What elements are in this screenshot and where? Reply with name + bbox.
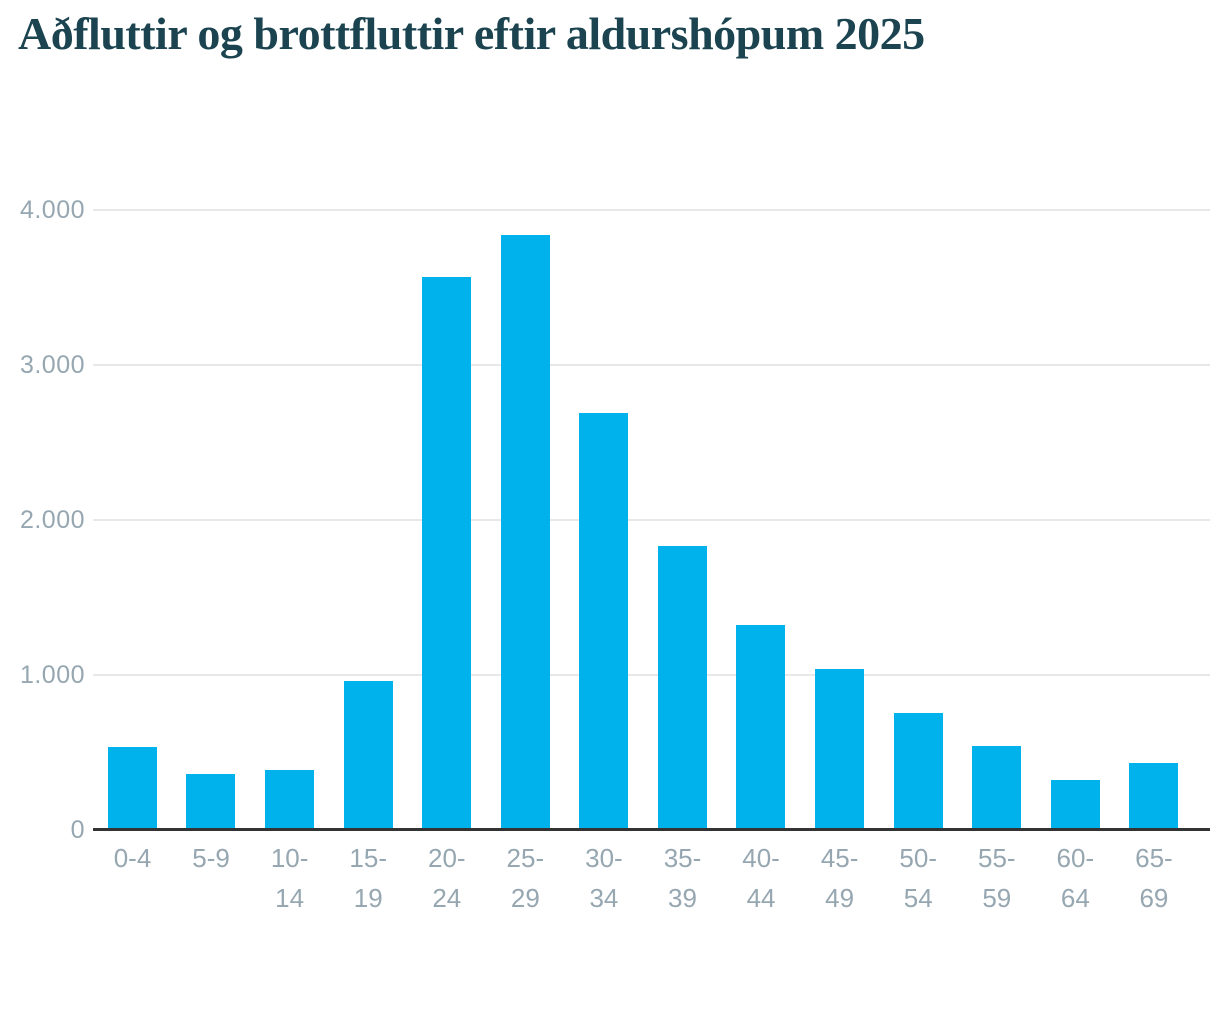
x-axis-tick-label-20-24: 20- 24: [427, 843, 466, 913]
x-axis-tick-label-30-34: 30- 34: [585, 843, 623, 913]
gridline-2000: [93, 519, 1210, 521]
x-axis-tick-label-45-49: 45- 49: [820, 843, 859, 913]
x-axis-tick-label-15-19: 15- 19: [349, 843, 387, 913]
x-axis-tick-label-0-4: 0-4: [113, 843, 152, 873]
chart-title: Aðfluttir og brottfluttir eftir aldurshó…: [18, 8, 925, 59]
bar-40-44[interactable]: [736, 625, 786, 830]
bar-35-39[interactable]: [657, 545, 707, 830]
x-axis-tick-label-65-69: 65- 69: [1135, 843, 1173, 913]
bar-65-69[interactable]: [1129, 763, 1179, 830]
bar-0-4[interactable]: [107, 747, 157, 830]
gridline-3000: [93, 364, 1210, 366]
x-axis-tick-label-10-14: 10- 14: [270, 843, 309, 913]
gridline-4000: [93, 209, 1210, 211]
bar-50-54[interactable]: [893, 712, 943, 830]
bar-15-19[interactable]: [343, 681, 393, 830]
bar-10-14[interactable]: [264, 770, 314, 830]
y-axis-tick-label: 1.000: [19, 661, 85, 689]
bar-30-34[interactable]: [579, 413, 629, 830]
bar-55-59[interactable]: [972, 745, 1022, 830]
x-axis-line: [93, 828, 1210, 831]
bar-60-64[interactable]: [1050, 779, 1100, 830]
y-axis-tick-label: 2.000: [19, 506, 85, 534]
y-axis-tick-label: 4.000: [19, 196, 85, 224]
x-axis-tick-label-5-9: 5-9: [192, 843, 230, 873]
x-axis-tick-label-60-64: 60- 64: [1056, 843, 1095, 913]
gridline-1000: [93, 674, 1210, 676]
x-axis-tick-label-40-44: 40- 44: [742, 843, 780, 913]
x-axis-tick-label-55-59: 55- 59: [977, 843, 1016, 913]
bar-45-49[interactable]: [814, 668, 864, 830]
x-axis-tick-label-25-29: 25- 29: [506, 843, 545, 913]
y-axis-tick-label: 3.000: [19, 351, 85, 379]
bar-25-29[interactable]: [500, 234, 550, 830]
x-axis-tick-label-50-54: 50- 54: [899, 843, 937, 913]
bar-20-24[interactable]: [422, 276, 472, 830]
bar-5-9[interactable]: [186, 774, 236, 830]
x-axis-tick-label-35-39: 35- 39: [663, 843, 702, 913]
brand-footer: Hagstofa Íslands: [0, 940, 1220, 1032]
y-axis-tick-label: 0: [70, 816, 85, 844]
